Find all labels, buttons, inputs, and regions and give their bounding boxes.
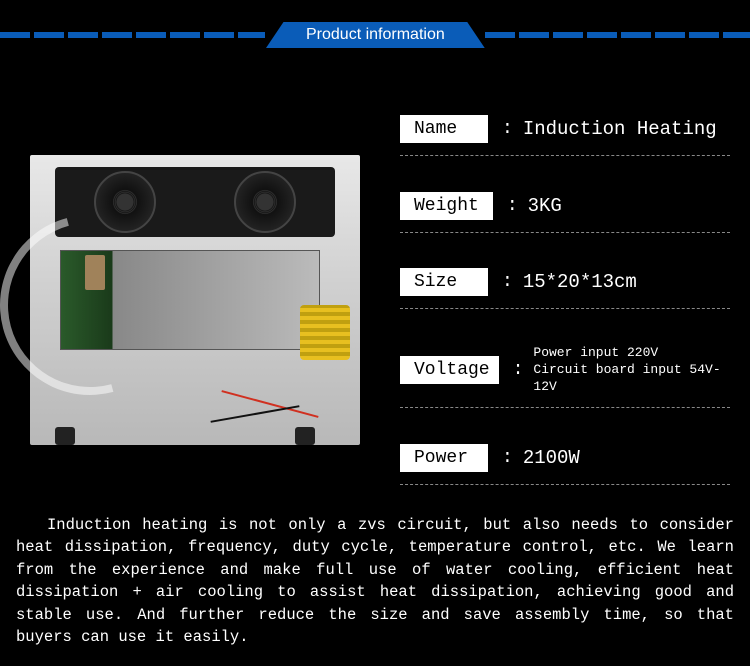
header-banner: Product information bbox=[266, 22, 485, 48]
header: Product information bbox=[0, 0, 750, 70]
spec-separator: : bbox=[507, 196, 518, 216]
spec-label: Name bbox=[400, 115, 488, 143]
product-description: Induction heating is not only a zvs circ… bbox=[0, 510, 750, 649]
wire-icon bbox=[211, 405, 300, 423]
spec-value: 2100W bbox=[523, 447, 580, 469]
spec-row-voltage: Voltage : Power input 220V Circuit board… bbox=[400, 345, 730, 409]
spec-separator: : bbox=[502, 448, 513, 468]
stand-leg-icon bbox=[55, 427, 75, 445]
spec-label: Weight bbox=[400, 192, 493, 220]
header-stripe-right bbox=[485, 32, 750, 38]
coil-icon bbox=[300, 305, 350, 360]
main-content: Name : Induction Heating Weight : 3KG Si… bbox=[0, 70, 750, 510]
spec-label: Voltage bbox=[400, 356, 499, 384]
spec-label: Size bbox=[400, 268, 488, 296]
spec-value: Induction Heating bbox=[523, 118, 717, 140]
spec-row-name: Name : Induction Heating bbox=[400, 115, 730, 156]
spec-separator: : bbox=[513, 360, 524, 380]
specs-panel: Name : Induction Heating Weight : 3KG Si… bbox=[400, 110, 730, 490]
spec-row-power: Power : 2100W bbox=[400, 444, 730, 485]
spec-label: Power bbox=[400, 444, 488, 472]
product-image-panel bbox=[20, 110, 370, 490]
spec-value: 3KG bbox=[528, 195, 562, 217]
header-stripe-left bbox=[0, 32, 265, 38]
wire-icon bbox=[221, 390, 318, 418]
stand-leg-icon bbox=[295, 427, 315, 445]
spec-value: 15*20*13cm bbox=[523, 271, 637, 293]
spec-row-weight: Weight : 3KG bbox=[400, 192, 730, 233]
spec-row-size: Size : 15*20*13cm bbox=[400, 268, 730, 309]
spec-value: Power input 220V Circuit board input 54V… bbox=[533, 345, 730, 396]
spec-separator: : bbox=[502, 119, 513, 139]
spec-separator: : bbox=[502, 272, 513, 292]
product-image bbox=[30, 155, 360, 445]
fan-icon bbox=[234, 171, 296, 233]
